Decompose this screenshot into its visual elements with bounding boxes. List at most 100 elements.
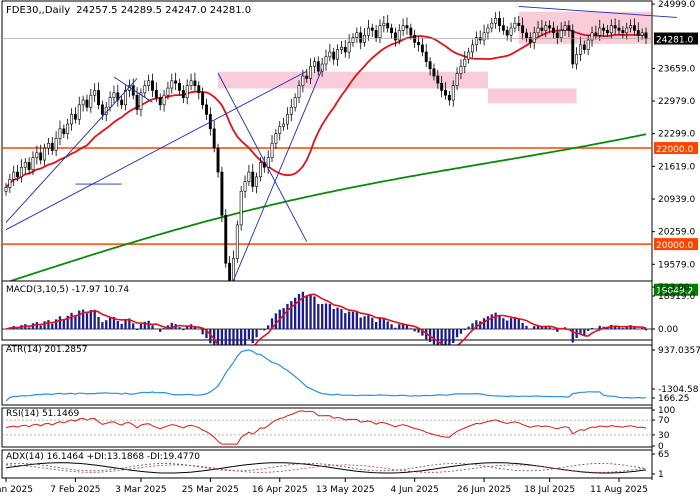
- price-panel: 22000.0 20000.0 19049.2 24999.0 23659.0 22979…: [1, 0, 698, 480]
- macd-tick-label: 723.00: [658, 283, 690, 293]
- trend-line: [113, 76, 153, 103]
- candle-body: [474, 37, 478, 46]
- macd-histogram-bar: [313, 296, 316, 329]
- macd-histogram-bar: [614, 326, 617, 329]
- candle-body: [58, 128, 62, 139]
- macd-histogram-bar: [459, 329, 463, 334]
- candle-body: [309, 66, 313, 79]
- macd-histogram-bar: [413, 329, 416, 332]
- candle-body: [471, 44, 474, 53]
- macd-histogram-bar: [344, 313, 347, 329]
- candle-body: [347, 42, 351, 53]
- macd-histogram-bar: [259, 329, 262, 330]
- macd-histogram-bar: [475, 320, 478, 329]
- candle-body: [139, 92, 143, 110]
- macd-histogram-bar: [247, 329, 251, 339]
- candle-body: [490, 22, 494, 29]
- macd-histogram-bar: [359, 317, 362, 329]
- candle-body: [274, 133, 278, 144]
- candle-body: [193, 80, 197, 86]
- macd-histogram-bar: [440, 329, 443, 349]
- candle-body: [247, 171, 251, 182]
- candle-body: [336, 49, 340, 60]
- macd-tick-label: 0.00: [658, 325, 678, 335]
- macd-histogram-bar: [540, 327, 544, 329]
- macd-histogram-bar: [467, 326, 470, 329]
- macd-histogram-bar: [328, 303, 332, 329]
- atr-plot-area: [1, 344, 653, 406]
- macd-histogram-bar: [548, 327, 551, 329]
- macd-histogram-bar: [455, 329, 459, 338]
- macd-signal-line: [5, 293, 647, 384]
- candle-body: [586, 39, 590, 50]
- macd-histogram-bar: [162, 328, 166, 329]
- candle-body: [405, 25, 409, 29]
- candle-body: [359, 32, 363, 43]
- trend-line: [5, 78, 138, 223]
- macd-histogram-bar: [297, 293, 301, 329]
- candle-body: [528, 37, 532, 43]
- x-tick-label: 4 Jun 2025: [390, 485, 438, 495]
- macd-histogram-bar: [147, 320, 150, 329]
- macd-histogram-bar: [471, 323, 474, 329]
- candle-body: [89, 94, 93, 108]
- macd-histogram-bar: [267, 325, 270, 329]
- candle-body: [420, 44, 424, 53]
- candle-body: [513, 22, 517, 29]
- macd-histogram-bar: [274, 313, 278, 329]
- candle-body: [43, 147, 47, 161]
- candle-body: [224, 214, 228, 264]
- x-tick-label: 18 Jul 2025: [524, 485, 575, 495]
- candle-body: [282, 123, 286, 127]
- macd-histogram-bar: [81, 309, 85, 329]
- rsi-plot-area: [1, 407, 653, 448]
- candle-body: [498, 18, 501, 26]
- candle-body: [301, 75, 305, 86]
- candle-body: [112, 92, 116, 98]
- macd-histogram-bar: [432, 329, 436, 345]
- macd-histogram-bar: [536, 325, 540, 329]
- candle-body: [166, 87, 170, 96]
- candle-body: [632, 25, 636, 31]
- candle-body: [440, 82, 444, 91]
- x-tick-label: 13 May 2025: [316, 485, 375, 495]
- macd-histogram-bar: [552, 329, 555, 330]
- candle-body: [455, 73, 459, 86]
- candle-body: [605, 30, 609, 34]
- candle-body: [312, 61, 316, 67]
- adx-panel: 65 1: [1, 449, 669, 480]
- adx-tick-label: 65: [658, 450, 669, 460]
- macd-histogram-bar: [305, 295, 308, 329]
- rsi-line: [5, 410, 647, 445]
- candle-body: [432, 68, 436, 77]
- macd-histogram-bar: [644, 329, 648, 331]
- symbol-label: FDE30,,Daily 24257.5 24289.5 24247.0 2428…: [6, 5, 251, 16]
- candle-body: [151, 80, 154, 91]
- candle-body: [451, 85, 455, 101]
- macd-histogram-bar: [182, 329, 185, 331]
- candle-body: [339, 46, 343, 50]
- candle-body: [397, 30, 401, 41]
- macd-histogram-bar: [525, 325, 528, 329]
- candle-body: [343, 46, 347, 53]
- macd-histogram-bar: [351, 311, 355, 329]
- atr-tick-label: 166.25: [658, 394, 690, 404]
- candle-body: [467, 51, 471, 60]
- atr-panel: 937.0357 166.25: [1, 344, 700, 406]
- candle-body: [293, 97, 297, 108]
- macd-histogram-bar: [78, 310, 81, 329]
- candle-body: [417, 42, 420, 46]
- macd-histogram-bar: [170, 322, 173, 329]
- x-axis: 16 Jan 2025 7 Feb 2025 3 Mar 2025 25 Mar 20…: [0, 478, 648, 495]
- candle-body: [351, 37, 355, 43]
- macd-histogram-bar: [39, 325, 42, 329]
- rsi-tick-label: 0: [658, 442, 664, 452]
- macd-histogram-bar: [378, 318, 382, 329]
- candle-body: [594, 32, 598, 36]
- macd-histogram-bar: [205, 329, 208, 339]
- macd-histogram-bar: [120, 323, 123, 329]
- candle-body: [239, 190, 243, 226]
- candle-body: [332, 51, 336, 60]
- candle-body: [97, 90, 100, 106]
